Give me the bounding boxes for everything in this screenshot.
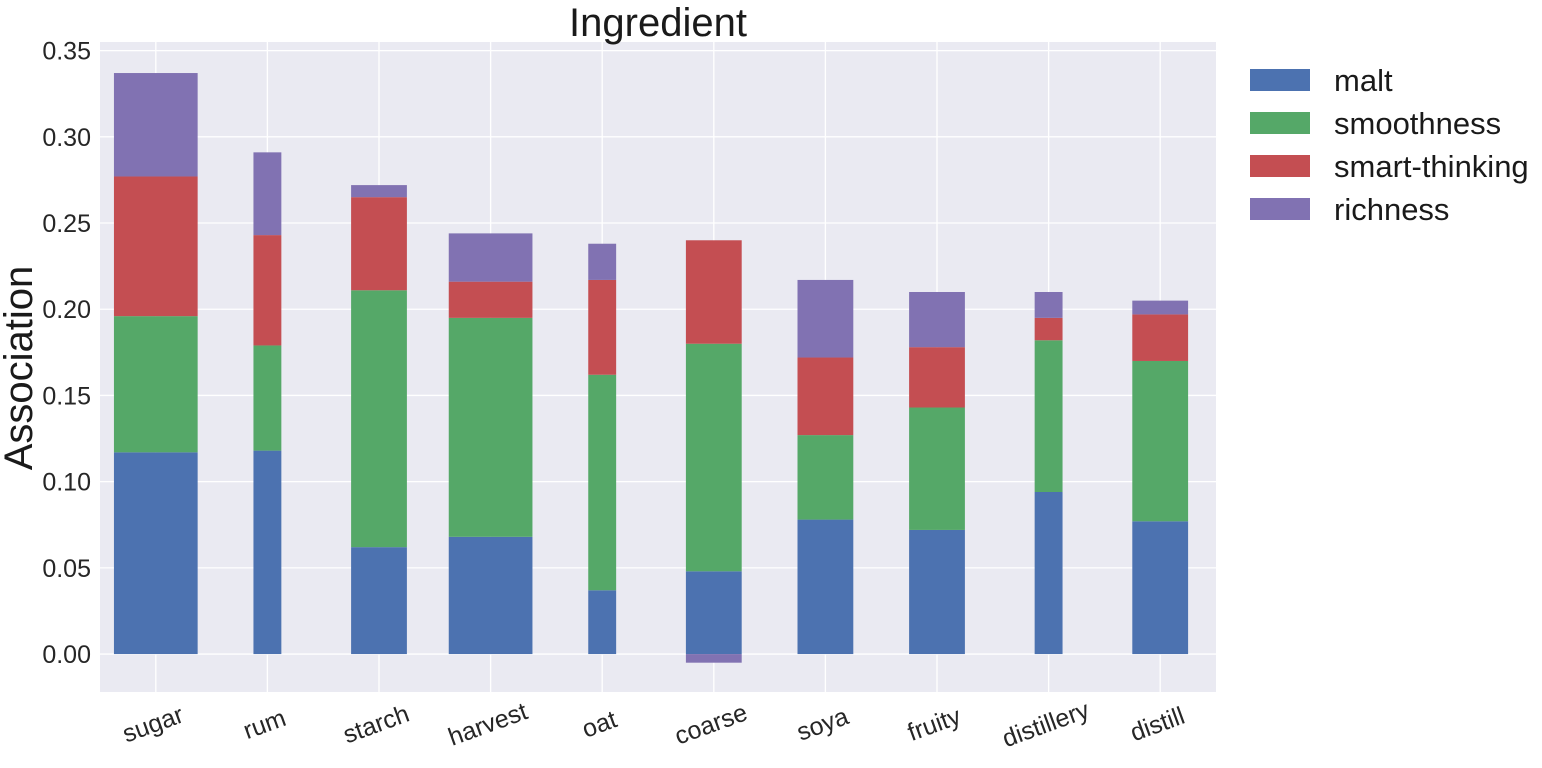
bar-richness-coarse [685,654,742,663]
bar-richness-fruity [909,292,965,348]
bar-smart-thinking-distill [1132,314,1189,361]
bar-smoothness-sugar [113,316,198,453]
bar-smart-thinking-rum [253,235,282,346]
legend-label: smart-thinking [1334,149,1529,184]
y-tick-label: 0.35 [42,38,91,66]
x-tick-label: fruity [904,702,965,747]
y-tick-label: 0.00 [42,641,91,669]
bar-malt-distillery [1034,492,1063,655]
bar-malt-distill [1132,521,1189,655]
bar-malt-rum [253,450,282,655]
x-tick-label: oat [578,705,620,743]
bar-malt-soya [797,519,854,655]
y-tick-label: 0.25 [42,210,91,238]
x-tick-label: distill [1127,702,1189,747]
bar-richness-soya [797,279,854,358]
y-tick-label: 0.10 [42,469,91,497]
legend-swatch-malt [1250,69,1310,91]
bar-smoothness-coarse [685,343,742,572]
bars [113,73,1189,663]
bar-smoothness-harvest [448,317,533,537]
bar-smart-thinking-fruity [909,347,965,408]
y-tick-label: 0.20 [42,296,91,324]
x-tick-label: rum [240,704,290,745]
legend-label: smoothness [1334,106,1501,141]
bar-smart-thinking-oat [588,279,617,375]
x-tick-label: distillery [999,696,1094,753]
bar-malt-coarse [685,571,742,655]
x-tick-label: starch [339,700,413,750]
bar-smoothness-distill [1132,360,1189,522]
x-tick-label: sugar [119,701,187,749]
legend-swatch-smoothness [1250,112,1310,134]
bar-smart-thinking-harvest [448,281,533,318]
bar-smart-thinking-distillery [1034,317,1063,341]
y-tick-label: 0.05 [42,555,91,583]
bar-malt-fruity [909,529,965,655]
legend-swatch-smart-thinking [1250,155,1310,177]
bar-malt-starch [351,547,407,655]
legend-label: richness [1334,192,1449,227]
y-axis-label: Association [0,266,41,471]
x-tick-label: coarse [671,698,751,750]
y-tick-label: 0.30 [42,124,91,152]
legend-swatch-richness [1250,198,1310,220]
x-tick-label: soya [793,702,852,746]
plot-background [100,42,1216,692]
bar-malt-oat [588,590,617,655]
bar-richness-rum [253,152,282,236]
bar-smoothness-fruity [909,407,965,530]
bar-richness-sugar [113,73,198,177]
bar-richness-distill [1132,300,1189,315]
bar-smoothness-oat [588,374,617,591]
bar-richness-starch [351,185,407,198]
bar-smart-thinking-sugar [113,176,198,317]
chart-title: Ingredient [569,1,747,45]
bar-smoothness-starch [351,290,407,548]
bar-smart-thinking-starch [351,197,407,291]
bar-malt-sugar [113,452,198,655]
bar-richness-distillery [1034,292,1063,318]
bar-smoothness-soya [797,435,854,520]
bar-smoothness-rum [253,345,282,451]
bar-smart-thinking-coarse [685,240,742,344]
bar-malt-harvest [448,536,533,655]
legend: malt smoothness smart-thinking richness [1250,63,1529,227]
x-tick-label: harvest [445,697,532,751]
legend-label: malt [1334,63,1393,98]
bar-smoothness-distillery [1034,340,1063,492]
bar-richness-oat [588,243,617,280]
bar-richness-harvest [448,233,533,282]
y-tick-label: 0.15 [42,382,91,410]
bar-smart-thinking-soya [797,357,854,436]
